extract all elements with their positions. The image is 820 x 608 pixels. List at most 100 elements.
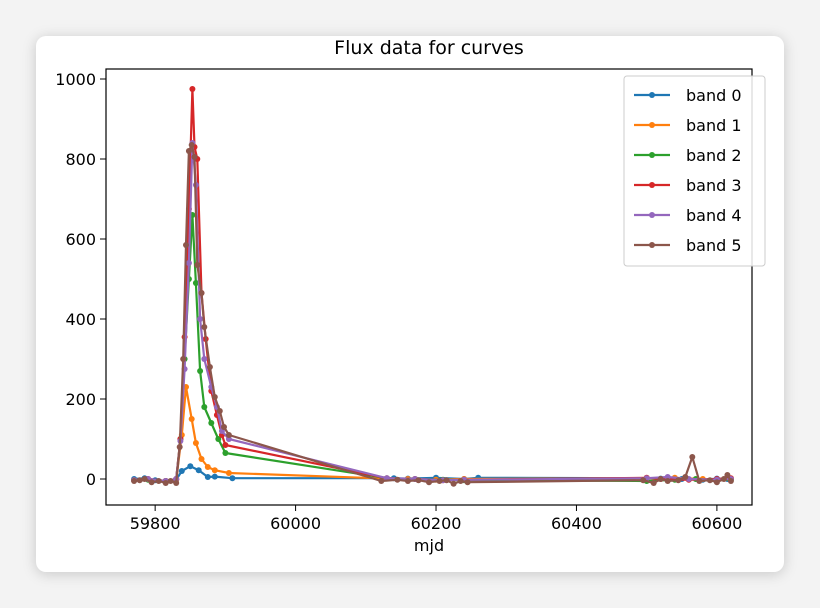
legend-label: band 0 bbox=[686, 86, 742, 105]
data-point bbox=[689, 454, 696, 460]
data-point bbox=[208, 420, 215, 426]
y-tick-label: 1000 bbox=[55, 70, 96, 89]
data-point bbox=[221, 424, 227, 430]
data-point bbox=[222, 442, 229, 448]
legend-entry: band 3 bbox=[634, 176, 742, 195]
y-tick-label: 400 bbox=[65, 310, 96, 329]
legend-box bbox=[623, 75, 766, 267]
data-point bbox=[706, 477, 713, 484]
data-point bbox=[443, 477, 450, 484]
data-point bbox=[183, 242, 189, 248]
data-point bbox=[197, 368, 204, 374]
data-point bbox=[426, 479, 432, 486]
data-point bbox=[464, 479, 471, 486]
data-point bbox=[131, 478, 138, 484]
data-point bbox=[141, 476, 148, 482]
data-point bbox=[222, 450, 229, 456]
data-point bbox=[415, 477, 422, 484]
data-point bbox=[187, 463, 194, 470]
x-tick-label: 59800 bbox=[130, 514, 181, 533]
x-tick-label: 60000 bbox=[270, 514, 321, 533]
data-point bbox=[167, 478, 174, 484]
data-point bbox=[201, 404, 208, 410]
data-point bbox=[675, 477, 682, 484]
data-point bbox=[191, 154, 198, 160]
data-point bbox=[178, 468, 185, 474]
data-point bbox=[713, 479, 720, 486]
legend-entry: band 2 bbox=[634, 146, 742, 165]
data-point bbox=[188, 416, 195, 422]
data-point bbox=[198, 290, 205, 296]
chart-title: Flux data for curves bbox=[334, 37, 524, 59]
legend-entry: band 0 bbox=[634, 86, 742, 105]
data-point bbox=[192, 280, 199, 286]
legend-marker bbox=[649, 92, 655, 98]
data-point bbox=[211, 467, 218, 474]
data-point bbox=[404, 478, 411, 484]
y-tick-label: 800 bbox=[65, 150, 96, 169]
x-tick-label: 60600 bbox=[691, 514, 742, 533]
data-point bbox=[180, 356, 187, 362]
data-point bbox=[720, 476, 727, 482]
legend-label: band 2 bbox=[686, 146, 742, 165]
data-point bbox=[394, 476, 401, 483]
y-tick-label: 600 bbox=[65, 230, 96, 249]
y-tick-label: 200 bbox=[65, 390, 96, 409]
data-point bbox=[378, 478, 385, 484]
data-point bbox=[225, 432, 232, 438]
data-point bbox=[216, 408, 223, 414]
data-point bbox=[195, 467, 202, 474]
data-point bbox=[198, 456, 205, 462]
data-point bbox=[436, 478, 443, 484]
data-point bbox=[176, 444, 183, 450]
legend: band 0 band 1 band 2 band 3 band 4 band 5 bbox=[623, 75, 766, 267]
plot-frame bbox=[105, 68, 753, 506]
legend-marker bbox=[649, 152, 655, 158]
data-point bbox=[457, 478, 464, 484]
data-point bbox=[204, 474, 211, 480]
data-point bbox=[204, 464, 211, 470]
data-point bbox=[201, 356, 208, 362]
data-point bbox=[185, 260, 192, 266]
data-point bbox=[640, 477, 647, 484]
data-point bbox=[197, 316, 204, 322]
data-point bbox=[155, 478, 162, 484]
y-axis-ticks: 0 200 400 600 800 1000 bbox=[55, 70, 106, 489]
x-axis-ticks: 59800 60000 60200 60400 60600 bbox=[130, 505, 742, 533]
y-tick-label: 0 bbox=[86, 470, 96, 489]
data-point bbox=[727, 478, 734, 484]
legend-marker bbox=[649, 122, 655, 128]
data-point bbox=[211, 473, 218, 480]
data-point bbox=[148, 479, 155, 486]
data-point bbox=[206, 364, 213, 370]
legend-marker bbox=[649, 242, 655, 248]
legend-label: band 5 bbox=[686, 236, 742, 255]
data-point bbox=[724, 472, 731, 478]
data-point bbox=[162, 480, 169, 486]
legend-entry: band 1 bbox=[634, 116, 742, 135]
data-point bbox=[682, 474, 689, 480]
legend-marker bbox=[649, 182, 655, 188]
data-point bbox=[201, 324, 208, 330]
data-point bbox=[657, 476, 664, 482]
data-point bbox=[211, 394, 218, 400]
legend-entry: band 4 bbox=[634, 206, 742, 225]
data-point bbox=[664, 478, 671, 484]
legend-label: band 4 bbox=[686, 206, 742, 225]
data-point bbox=[215, 436, 222, 442]
data-point bbox=[192, 440, 199, 446]
data-point bbox=[229, 475, 236, 482]
data-point bbox=[189, 86, 196, 92]
legend-label: band 3 bbox=[686, 176, 742, 195]
data-point bbox=[185, 148, 192, 154]
x-axis-label: mjd bbox=[414, 536, 444, 555]
legend-label: band 1 bbox=[686, 116, 742, 135]
data-point bbox=[696, 478, 703, 484]
legend-marker bbox=[649, 212, 655, 218]
data-point bbox=[225, 470, 232, 476]
series-band-5 bbox=[131, 142, 734, 487]
data-point bbox=[650, 480, 657, 486]
data-point bbox=[173, 480, 180, 486]
series-layer bbox=[131, 86, 734, 487]
data-point bbox=[136, 477, 143, 484]
